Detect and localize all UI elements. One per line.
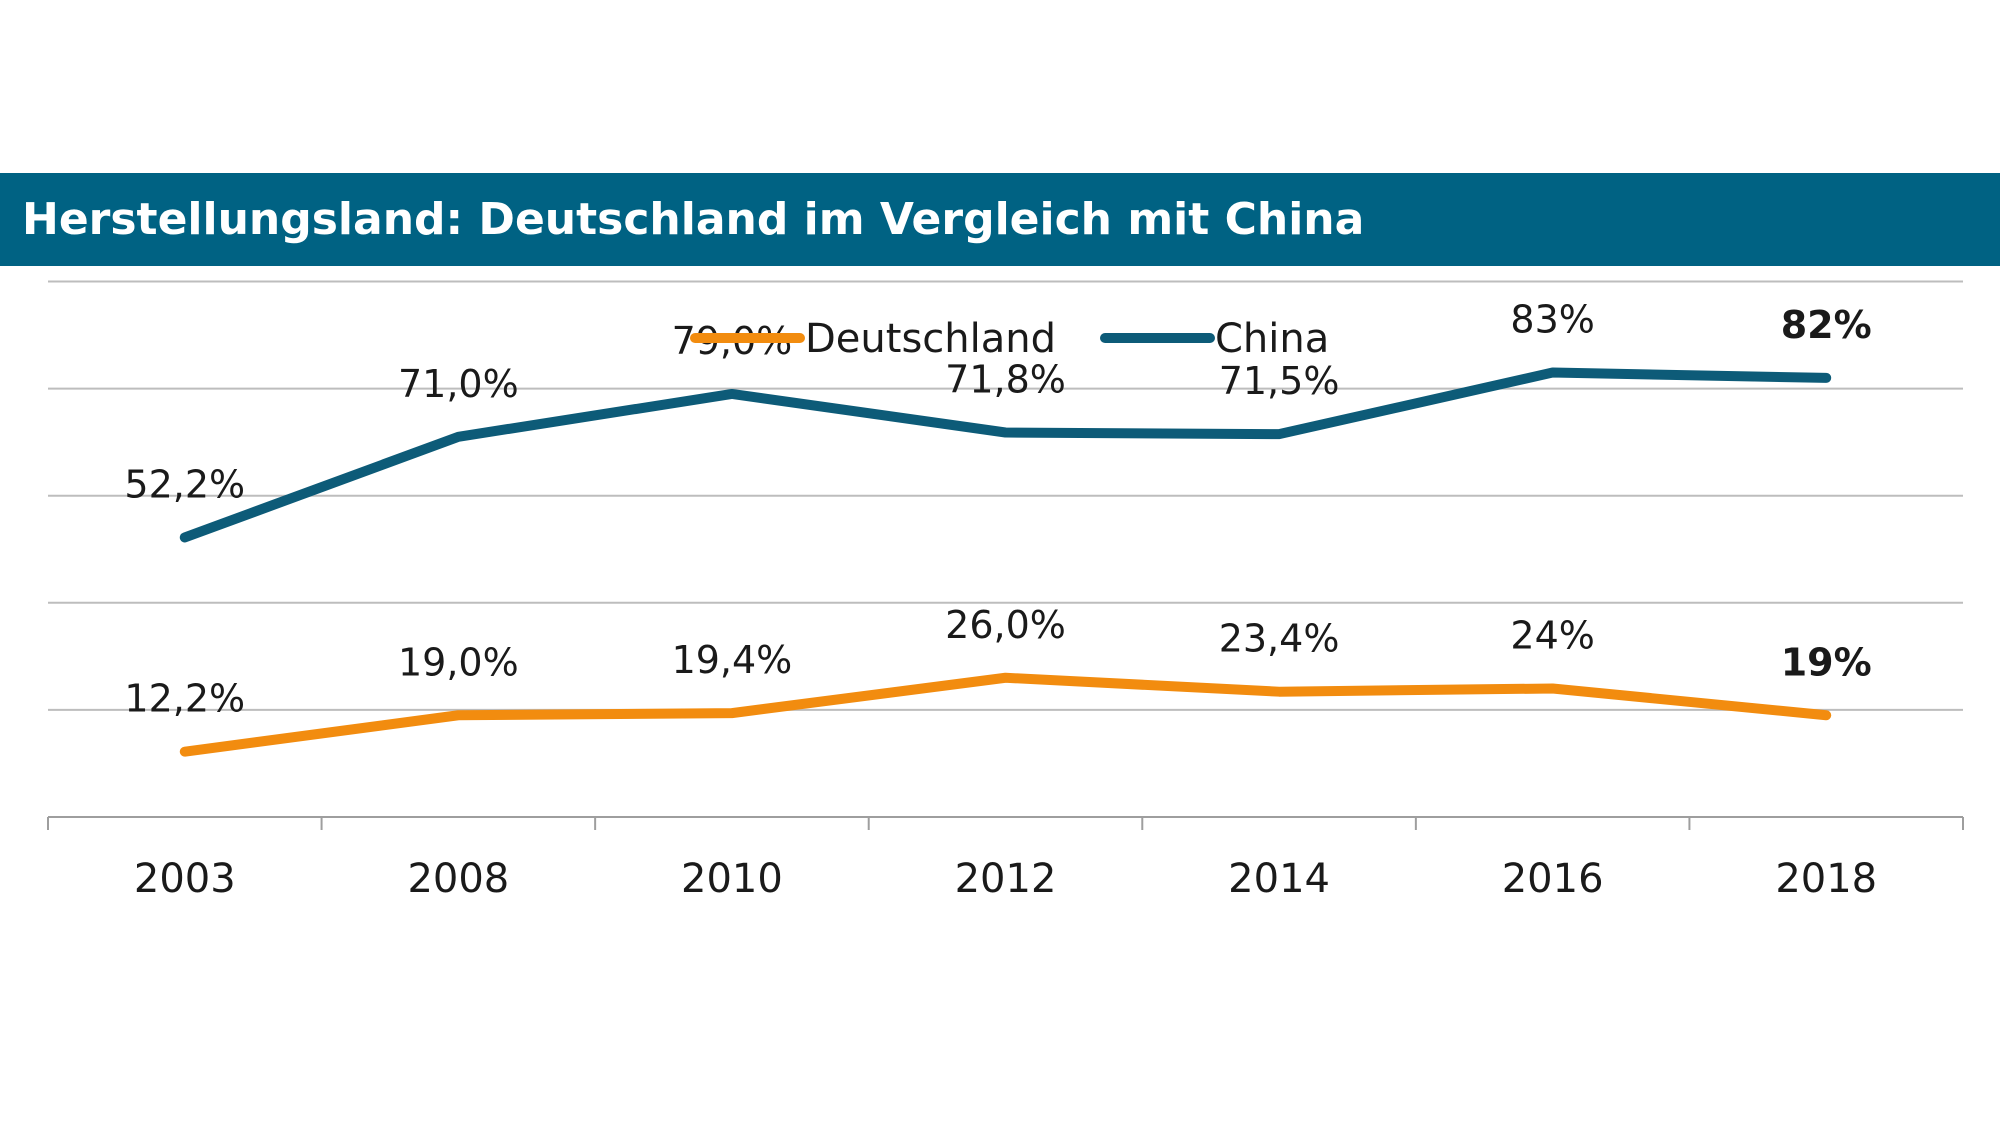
x-tick-label: 2008 [407,856,509,902]
x-axis: 2003 2008 2010 2012 2014 2016 2018 [47,816,1964,902]
data-label: 52,2% [124,462,245,506]
legend-label: Deutschland [805,316,1056,362]
data-label: 23,4% [1219,617,1340,661]
data-label: 19,4% [672,638,793,682]
x-tick-label: 2018 [1775,856,1877,902]
x-tick-label: 2014 [1228,856,1330,902]
gridlines [48,280,1963,711]
chart-title-bar: Herstellungsland: Deutschland im Verglei… [0,173,2000,266]
data-label: 71,8% [945,358,1066,402]
series-lines [179,367,1832,757]
x-tick-label: 2010 [681,856,783,902]
legend-label: China [1215,316,1329,362]
series-line-deutschland [179,672,1832,757]
chart-title: Herstellungsland: Deutschland im Verglei… [22,194,1365,245]
data-label: 82% [1781,303,1872,347]
data-label: 19% [1781,640,1872,684]
data-label: 71,0% [398,362,519,406]
series-line-china [179,367,1832,543]
x-tick-label: 2012 [955,856,1057,902]
data-label: 24% [1510,613,1594,657]
data-label: 83% [1510,298,1594,342]
data-label: 26,0% [945,603,1066,647]
data-label: 19,0% [398,640,519,684]
x-tick-label: 2016 [1502,856,1604,902]
data-label: 12,2% [124,677,245,721]
data-label: 71,5% [1219,359,1340,403]
x-tick-label: 2003 [134,856,236,902]
legend: Deutschland China [690,316,1329,362]
